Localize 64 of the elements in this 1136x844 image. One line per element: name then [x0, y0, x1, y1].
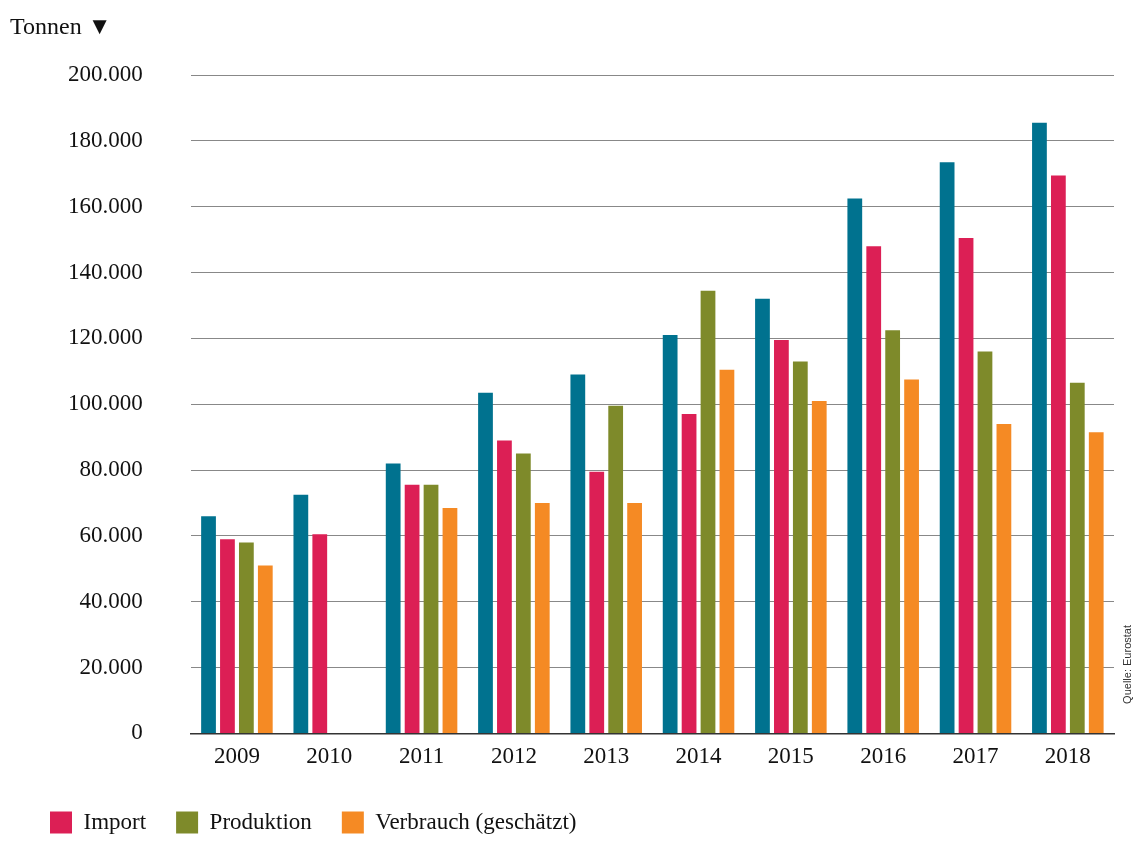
bar	[1050, 175, 1066, 733]
x-tick-label: 2009	[213, 743, 260, 769]
bar	[220, 539, 235, 733]
bar	[589, 471, 605, 733]
bar	[478, 392, 493, 733]
bar	[385, 463, 401, 733]
y-tick-label: 60.000	[79, 521, 143, 547]
bar	[662, 335, 678, 733]
bar	[442, 507, 458, 733]
bar	[1069, 382, 1085, 733]
y-tick-label: 200.000	[68, 61, 143, 87]
bar	[939, 162, 955, 733]
x-tick-label: 2011	[398, 743, 445, 769]
bar	[755, 298, 770, 733]
y-tick-label: 120.000	[68, 324, 143, 350]
bar	[700, 290, 716, 733]
y-tick-label: 100.000	[68, 390, 143, 416]
bar	[958, 237, 974, 733]
bar	[792, 361, 808, 733]
bar	[570, 374, 586, 733]
bar	[719, 369, 735, 733]
x-tick-label: 2012	[490, 743, 537, 769]
x-tick-label: 2018	[1044, 743, 1091, 769]
bar	[608, 405, 624, 733]
x-tick-label: 2017	[952, 743, 999, 769]
bar	[847, 198, 863, 733]
y-tick-label: 140.000	[68, 258, 143, 284]
legend-label: Import	[83, 808, 147, 834]
legend-label: Verbrauch (geschätzt)	[375, 808, 577, 834]
y-tick-label: 0	[131, 719, 143, 745]
x-tick-label: 2013	[583, 743, 630, 769]
source-note: Quelle: Eurostat	[1121, 625, 1133, 704]
bar	[1088, 432, 1104, 733]
y-tick-label: 40.000	[79, 587, 143, 613]
bar	[534, 502, 550, 733]
bar	[404, 484, 420, 733]
bar	[257, 565, 273, 733]
bar	[497, 440, 512, 733]
bar	[238, 542, 254, 733]
bar	[1032, 122, 1047, 733]
bar	[904, 379, 919, 733]
y-tick-label: 20.000	[79, 653, 143, 679]
bar	[515, 453, 531, 733]
y-tick-label: 160.000	[68, 192, 143, 218]
x-tick-label: 2016	[860, 743, 907, 769]
bar	[201, 516, 216, 733]
y-tick-label: 80.000	[79, 456, 143, 482]
x-tick-label: 2015	[767, 743, 814, 769]
x-tick-label: 2010	[306, 743, 353, 769]
bar	[627, 502, 642, 733]
bar	[811, 400, 827, 733]
bar	[866, 246, 882, 733]
bar	[774, 340, 789, 733]
bar	[977, 351, 993, 733]
bar	[885, 330, 901, 733]
y-tick-label: 180.000	[68, 126, 143, 152]
legend-label: Produktion	[209, 808, 313, 834]
bar	[681, 414, 697, 733]
y-axis-title: Tonnen ▼	[10, 13, 112, 40]
bar	[423, 484, 439, 733]
bar	[312, 534, 328, 733]
bar	[293, 494, 309, 733]
bar	[996, 423, 1012, 733]
x-tick-label: 2014	[675, 743, 723, 769]
